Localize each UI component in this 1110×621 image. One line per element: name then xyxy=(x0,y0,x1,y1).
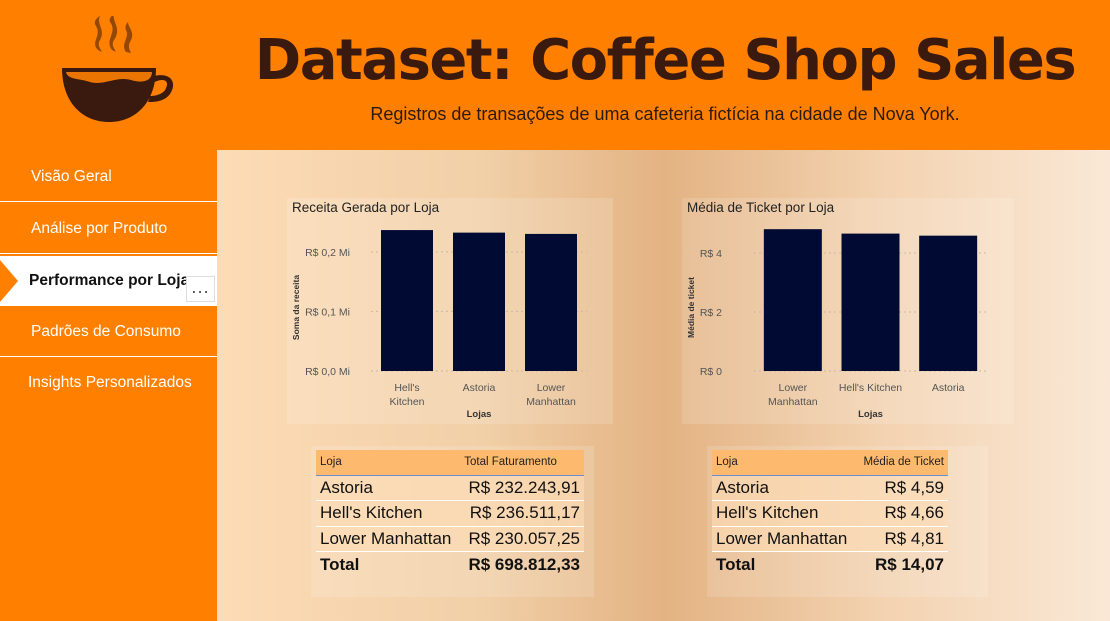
nav-item-performance-loja[interactable]: Performance por Loja xyxy=(0,256,217,306)
nav-item-label: Padrões de Consumo xyxy=(31,323,181,340)
column-header[interactable]: Loja xyxy=(316,450,461,476)
x-tick-label: Lower xyxy=(537,382,566,394)
cell-loja: Astoria xyxy=(712,475,857,501)
table-total-row: Total R$ 14,07 xyxy=(712,551,948,577)
table-ticket[interactable]: Loja Média de Ticket Astoria R$ 4,59 Hel… xyxy=(712,450,948,577)
cell-loja: Astoria xyxy=(316,475,461,501)
table-row[interactable]: Hell's Kitchen R$ 236.511,17 xyxy=(316,500,584,527)
header: Dataset: Coffee Shop Sales Registros de … xyxy=(0,0,1110,150)
chart-title: Média de Ticket por Loja xyxy=(687,200,835,215)
cell-loja: Lower Manhattan xyxy=(712,526,857,552)
bar xyxy=(763,229,822,371)
table-row[interactable]: Hell's Kitchen R$ 4,66 xyxy=(712,500,948,527)
column-header[interactable]: Média de Ticket xyxy=(856,450,948,476)
nav-item-label: Insights Personalizados xyxy=(28,374,192,391)
table-row[interactable]: Astoria R$ 232.243,91 xyxy=(316,475,584,501)
table-total-row: Total R$ 698.812,33 xyxy=(316,551,584,577)
nav-item-insights[interactable]: Insights Personalizados xyxy=(0,358,217,408)
chart-title: Receita Gerada por Loja xyxy=(292,200,440,215)
sidebar-nav: Visão Geral Análise por Produto Performa… xyxy=(0,150,217,621)
column-header[interactable]: Loja xyxy=(712,450,857,476)
x-tick-label: Manhattan xyxy=(768,396,818,408)
cell-value: R$ 236.511,17 xyxy=(460,500,584,527)
active-indicator-arrow xyxy=(0,260,18,302)
x-tick-label: Hell's xyxy=(394,382,419,394)
table-ticket-card: Loja Média de Ticket Astoria R$ 4,59 Hel… xyxy=(707,446,988,597)
nav-item-label: Visão Geral xyxy=(31,168,112,185)
table-header-row: Loja Média de Ticket xyxy=(712,450,948,476)
nav-item-label: Performance por Loja xyxy=(29,272,189,289)
x-tick-label: Lower xyxy=(779,382,808,394)
total-value: R$ 698.812,33 xyxy=(460,551,584,577)
table-row[interactable]: Astoria R$ 4,59 xyxy=(712,475,948,501)
y-tick-label: R$ 0,2 Mi xyxy=(305,247,350,259)
x-tick-label: Astoria xyxy=(463,382,496,394)
total-value: R$ 14,07 xyxy=(856,551,948,577)
nav-item-padroes-consumo[interactable]: Padrões de Consumo xyxy=(0,307,217,357)
table-row[interactable]: Lower Manhattan R$ 4,81 xyxy=(712,526,948,552)
total-label: Total xyxy=(712,551,857,577)
bar xyxy=(919,235,978,371)
table-row[interactable]: Lower Manhattan R$ 230.057,25 xyxy=(316,526,584,552)
cell-loja: Hell's Kitchen xyxy=(712,500,857,527)
table-header-row: Loja Total Faturamento xyxy=(316,450,584,476)
chart-plot: R$ 0,0 Mi R$ 0,1 Mi R$ 0,2 Mi Hell's Kitchen… xyxy=(291,230,587,420)
table-faturamento-card: Loja Total Faturamento Astoria R$ 232.24… xyxy=(311,446,594,597)
cell-value: R$ 4,59 xyxy=(856,475,948,501)
y-tick-label: R$ 0,0 Mi xyxy=(305,366,350,378)
x-tick-label: Manhattan xyxy=(526,396,576,408)
chart-plot: R$ 0 R$ 2 R$ 4 Lower Manhattan Hell's Kitchen… xyxy=(686,229,987,420)
coffee-cup-icon xyxy=(62,16,174,122)
x-tick-label: Kitchen xyxy=(389,396,424,408)
cell-value: R$ 230.057,25 xyxy=(460,526,584,552)
chart-media-ticket-por-loja[interactable]: Média de Ticket por Loja R$ 0 R$ 2 R$ 4 Low… xyxy=(682,198,1014,424)
y-tick-label: R$ 0 xyxy=(700,366,722,378)
nav-item-visao-geral[interactable]: Visão Geral xyxy=(0,152,217,202)
cell-value: R$ 4,66 xyxy=(856,500,948,527)
cell-loja: Hell's Kitchen xyxy=(316,500,461,527)
table-faturamento[interactable]: Loja Total Faturamento Astoria R$ 232.24… xyxy=(316,450,584,577)
y-axis-label: Soma da receita xyxy=(291,275,301,340)
cell-value: R$ 4,81 xyxy=(856,526,948,552)
bar xyxy=(453,232,505,371)
y-axis-label: Média de ticket xyxy=(686,277,696,338)
bar xyxy=(381,230,433,371)
x-tick-label: Hell's Kitchen xyxy=(839,382,902,394)
y-tick-label: R$ 4 xyxy=(700,248,722,260)
page-subtitle: Registros de transações de uma cafeteria… xyxy=(370,104,960,124)
chart-receita-por-loja[interactable]: Receita Gerada por Loja R$ 0,0 Mi R$ 0,1 … xyxy=(287,198,613,424)
nav-item-analise-produto[interactable]: Análise por Produto xyxy=(0,204,217,254)
cell-loja: Lower Manhattan xyxy=(316,526,461,552)
page-title: Dataset: Coffee Shop Sales xyxy=(254,28,1077,93)
nav-item-label: Análise por Produto xyxy=(31,220,168,237)
x-axis-label: Lojas xyxy=(858,409,883,420)
bar xyxy=(525,233,577,371)
total-label: Total xyxy=(316,551,461,577)
x-axis-label: Lojas xyxy=(467,409,492,420)
y-tick-label: R$ 0,1 Mi xyxy=(305,306,350,318)
y-tick-label: R$ 2 xyxy=(700,307,722,319)
x-tick-label: Astoria xyxy=(932,382,965,394)
bar xyxy=(841,233,900,371)
column-header[interactable]: Total Faturamento xyxy=(460,450,584,476)
cell-value: R$ 232.243,91 xyxy=(460,475,584,501)
more-options-button[interactable]: ... xyxy=(186,276,215,302)
